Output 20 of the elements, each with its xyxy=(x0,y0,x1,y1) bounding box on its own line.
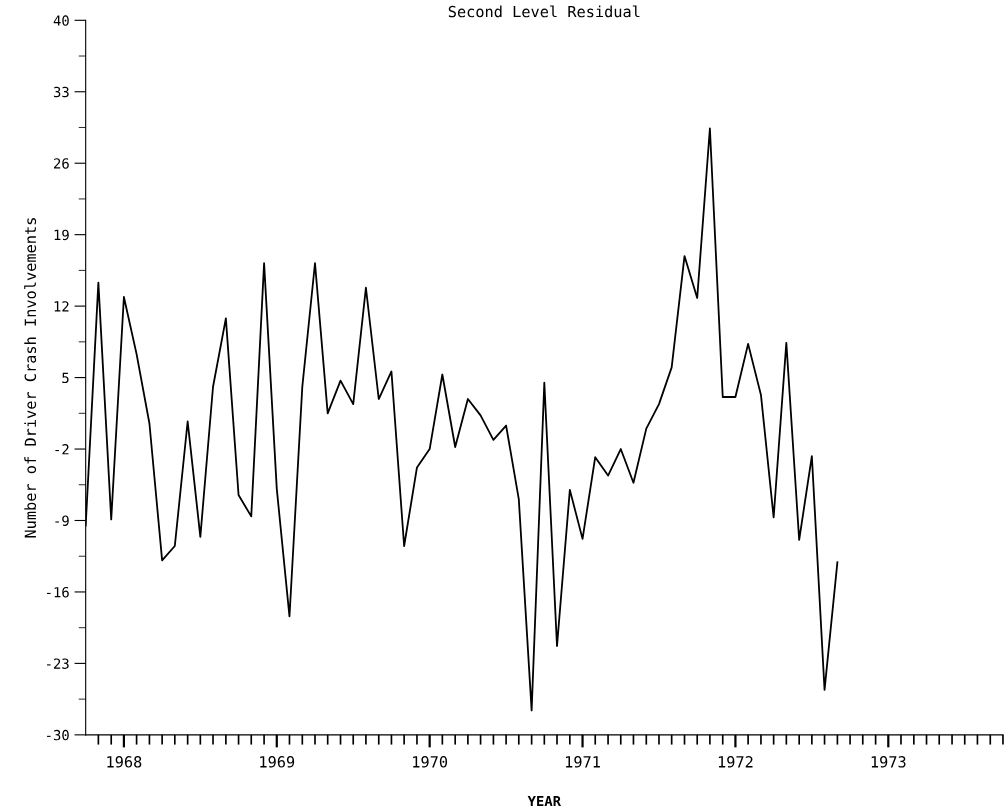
y-axis-title: Number of Driver Crash Involvements xyxy=(24,218,37,538)
chart-title: Second Level Residual xyxy=(448,5,640,18)
y-tick-label: 33 xyxy=(53,86,69,98)
y-tick-label: -16 xyxy=(47,586,69,598)
y-tick-label: -30 xyxy=(47,729,69,741)
x-tick-label: 1973 xyxy=(871,756,906,768)
y-tick-label: -23 xyxy=(47,658,69,669)
x-tick-label: 1970 xyxy=(413,756,448,768)
y-tick-label: 12 xyxy=(54,301,69,312)
x-tick-label: 1969 xyxy=(260,756,295,768)
y-tick-label: 5 xyxy=(62,372,69,384)
x-tick-label: 1972 xyxy=(718,756,753,768)
y-tick-label: -9 xyxy=(55,515,69,526)
y-tick-label: 26 xyxy=(54,158,69,169)
x-axis-title: YEAR xyxy=(527,795,562,807)
y-tick-label: 40 xyxy=(53,15,69,26)
y-tick-label: -2 xyxy=(55,444,69,455)
x-tick-label: 1971 xyxy=(565,756,600,768)
y-tick-label: 19 xyxy=(54,229,69,241)
x-tick-label: 1968 xyxy=(107,756,142,768)
